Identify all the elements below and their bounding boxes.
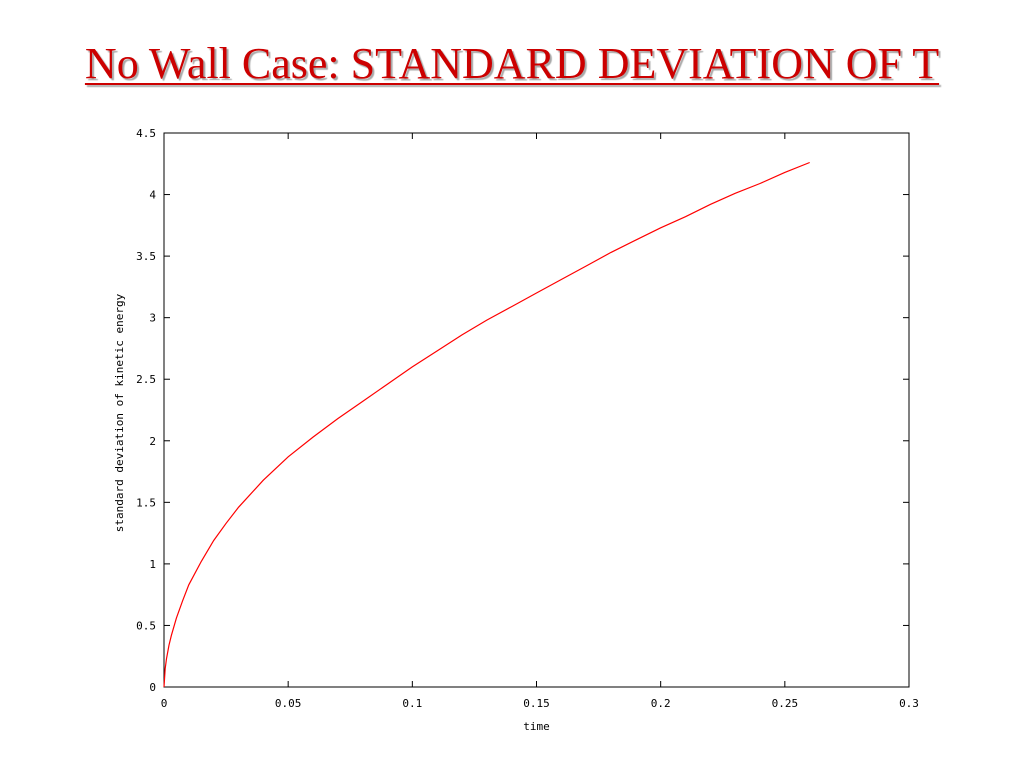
- y-tick-label: 2.5: [136, 373, 156, 386]
- x-tick-label: 0.3: [899, 697, 919, 710]
- y-tick-labels: 0 0.5 1 1.5 2 2.5 3 3.5 4 4.5: [136, 127, 156, 694]
- y-tick-label: 0.5: [136, 619, 156, 632]
- x-tick-label: 0.05: [275, 697, 302, 710]
- y-tick-label: 0: [149, 681, 156, 694]
- series-line: [163, 161, 810, 688]
- tick-marks: [163, 132, 910, 688]
- y-tick-label: 4.5: [136, 127, 156, 140]
- y-tick-label: 1: [149, 558, 156, 571]
- x-tick-label: 0.25: [772, 697, 799, 710]
- slide-title: No Wall Case: STANDARD DEVIATION OF T: [84, 39, 940, 88]
- y-tick-label: 3: [149, 312, 156, 325]
- x-tick-labels: 0 0.05 0.1 0.15 0.2 0.25 0.3: [161, 697, 919, 710]
- y-tick-label: 4: [149, 189, 156, 202]
- x-tick-label: 0.15: [523, 697, 550, 710]
- y-axis-title: standard deviation of kinetic energy: [113, 293, 126, 532]
- y-tick-label: 3.5: [136, 250, 156, 263]
- x-tick-label: 0.1: [402, 697, 422, 710]
- y-tick-label: 2: [149, 435, 156, 448]
- x-tick-label: 0: [161, 697, 168, 710]
- x-tick-label: 0.2: [651, 697, 671, 710]
- x-axis-title: time: [523, 720, 550, 733]
- plot-frame: [163, 132, 910, 688]
- y-tick-label: 1.5: [136, 496, 156, 509]
